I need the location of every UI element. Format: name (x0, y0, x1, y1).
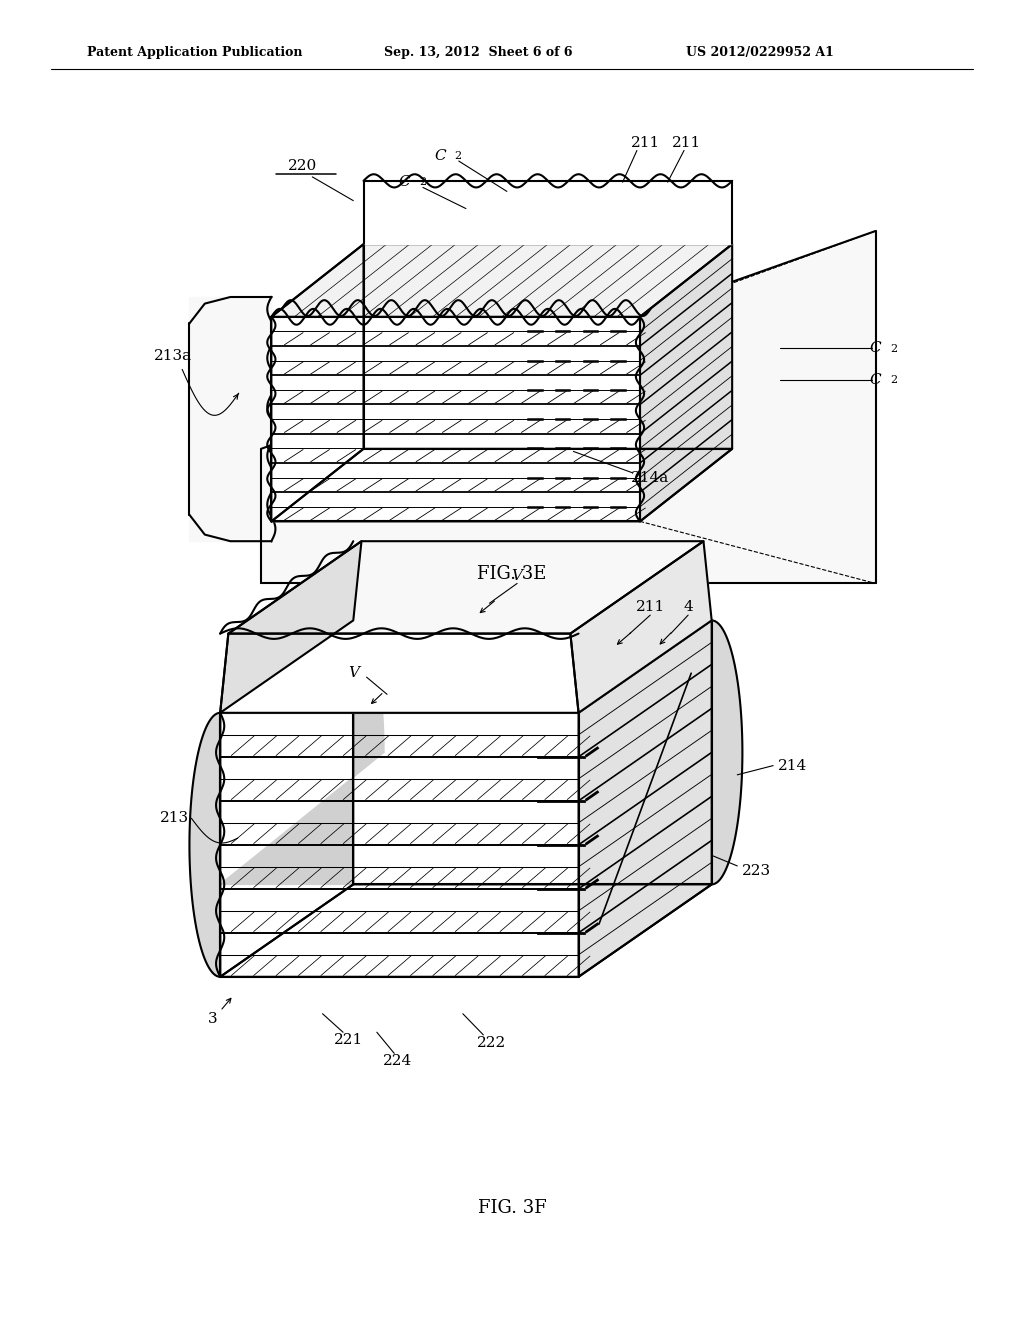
Text: 220: 220 (288, 160, 316, 173)
Polygon shape (271, 244, 364, 521)
Text: 224: 224 (383, 1055, 412, 1068)
Text: Patent Application Publication: Patent Application Publication (87, 46, 302, 59)
Polygon shape (271, 317, 640, 521)
Text: 213: 213 (161, 812, 189, 825)
Text: 213a: 213a (154, 350, 191, 363)
Polygon shape (220, 620, 712, 713)
Text: V: V (512, 569, 522, 582)
Polygon shape (570, 541, 712, 713)
Text: 222: 222 (477, 1036, 506, 1049)
Text: C: C (434, 149, 446, 162)
Polygon shape (220, 541, 361, 713)
Polygon shape (712, 620, 742, 884)
Text: 214a: 214a (631, 471, 670, 484)
Polygon shape (220, 713, 579, 977)
Text: 211: 211 (631, 136, 659, 149)
Text: C: C (869, 342, 882, 355)
Text: V: V (348, 667, 358, 680)
Text: C: C (869, 374, 882, 387)
Polygon shape (228, 541, 703, 634)
Polygon shape (189, 713, 220, 977)
Text: 2: 2 (890, 343, 897, 354)
Polygon shape (189, 297, 271, 541)
Text: 2: 2 (890, 375, 897, 385)
Polygon shape (220, 620, 353, 977)
Text: 3: 3 (208, 1012, 218, 1026)
Polygon shape (220, 634, 579, 713)
Text: 211: 211 (672, 136, 700, 149)
Text: 2: 2 (419, 177, 426, 187)
Polygon shape (640, 244, 732, 521)
Text: C: C (398, 176, 411, 189)
Polygon shape (220, 884, 712, 977)
Polygon shape (220, 620, 384, 884)
Polygon shape (579, 620, 712, 977)
Text: FIG. 3E: FIG. 3E (477, 565, 547, 583)
Text: 4: 4 (683, 601, 693, 614)
Text: 223: 223 (742, 865, 771, 878)
Text: 214: 214 (778, 759, 808, 772)
Polygon shape (271, 244, 732, 317)
Text: Sep. 13, 2012  Sheet 6 of 6: Sep. 13, 2012 Sheet 6 of 6 (384, 46, 572, 59)
Polygon shape (261, 231, 876, 583)
Text: 2: 2 (455, 150, 462, 161)
Text: 211: 211 (636, 601, 665, 614)
Text: US 2012/0229952 A1: US 2012/0229952 A1 (686, 46, 834, 59)
Polygon shape (364, 181, 732, 244)
Polygon shape (271, 449, 732, 521)
Text: FIG. 3F: FIG. 3F (477, 1199, 547, 1217)
Text: 221: 221 (334, 1034, 362, 1047)
